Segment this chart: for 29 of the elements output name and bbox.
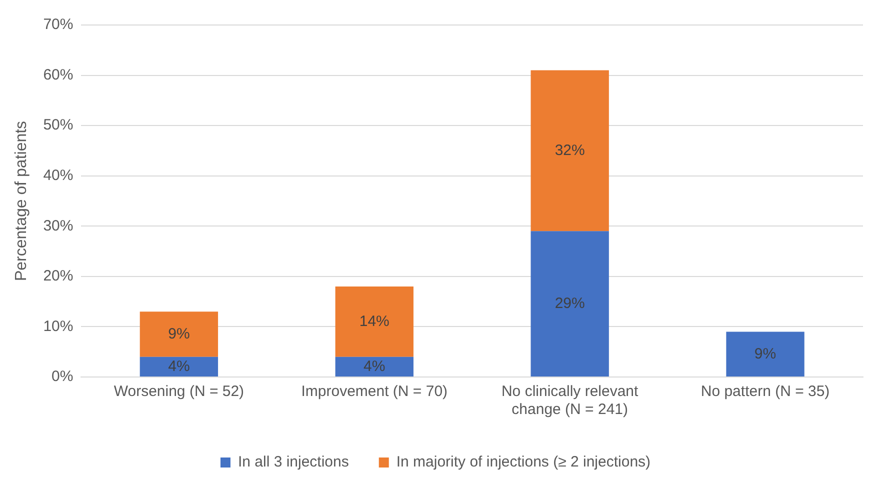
x-tick-label: No pattern (N = 35) <box>700 383 830 400</box>
legend-label: In all 3 injections <box>238 454 349 471</box>
data-label: 32% <box>554 142 585 159</box>
y-tick-label: 20% <box>43 268 74 285</box>
data-label: 9% <box>168 325 190 342</box>
bar <box>140 356 218 376</box>
data-label: 4% <box>168 358 190 375</box>
bar <box>530 70 609 232</box>
bar <box>140 312 218 357</box>
y-tick-label: 30% <box>43 217 74 234</box>
y-tick-label: 50% <box>43 116 74 134</box>
x-tick-label: Improvement (N = 70) <box>301 383 448 400</box>
data-label: 29% <box>554 294 585 312</box>
legend-label: In majority of injections (≥ 2 injections) <box>396 454 651 471</box>
y-tick-label: 60% <box>43 66 74 84</box>
x-tick-label: Worsening (N = 52) <box>114 383 244 400</box>
bar <box>530 231 609 376</box>
y-tick-label: 40% <box>43 167 74 184</box>
data-label: 9% <box>754 345 776 362</box>
y-axis-title: Percentage of patients <box>13 120 30 282</box>
data-label: 4% <box>364 358 386 375</box>
y-tick-label: 0% <box>52 368 74 386</box>
y-tick-label: 10% <box>43 318 74 335</box>
bar <box>335 356 414 376</box>
bar <box>726 332 804 376</box>
bar <box>335 286 414 357</box>
y-tick-label: 70% <box>43 16 74 34</box>
data-label: 14% <box>359 312 390 330</box>
x-tick-label: No clinically relevant change (N = 241) <box>501 383 640 418</box>
